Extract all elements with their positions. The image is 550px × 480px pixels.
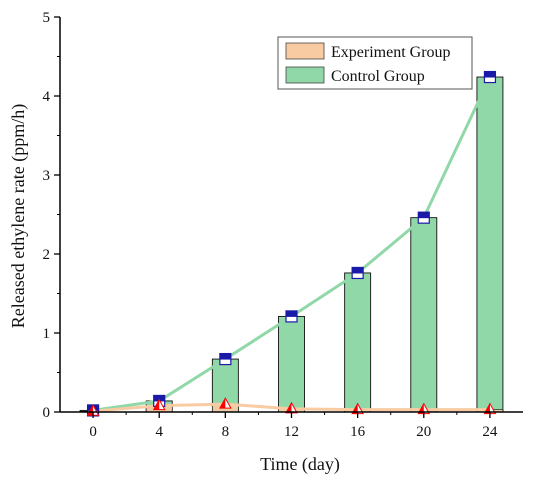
- x-tick-label-12: 12: [284, 424, 299, 440]
- y-axis-title: Released ethylene rate (ppm/h): [8, 104, 29, 328]
- x-tick-label-0: 0: [89, 424, 97, 440]
- legend: Experiment Group Control Group: [277, 36, 473, 90]
- control-marker-fill-16: [352, 267, 364, 274]
- y-tick-label-2: 2: [43, 247, 51, 263]
- control-marker-fill-12: [286, 310, 297, 317]
- experiment-marker-fill-16: [352, 403, 358, 414]
- control-bar-16: [344, 272, 372, 413]
- experiment-marker-fill-8: [219, 398, 226, 409]
- control-marker-fill-4: [153, 395, 165, 402]
- y-tick-label-0: 0: [43, 405, 51, 421]
- experiment-marker-fill-20: [418, 403, 424, 414]
- control-bar-20: [410, 217, 438, 413]
- control-bar-12: [278, 315, 305, 413]
- x-tick-label-8: 8: [222, 424, 230, 440]
- control-marker-fill-24: [484, 71, 496, 78]
- control-marker-fill-20: [418, 212, 430, 219]
- y-tick-label-1: 1: [43, 326, 51, 342]
- control-marker-fill-8: [219, 353, 231, 360]
- x-tick-label-24: 24: [482, 424, 498, 440]
- experiment-marker-fill-12: [286, 402, 292, 413]
- legend-label-experiment: Experiment Group: [331, 44, 451, 61]
- experiment-marker-fill-24: [484, 403, 490, 414]
- y-tick-label-5: 5: [43, 10, 51, 26]
- x-axis-title: Time (day): [260, 454, 340, 475]
- y-tick-label-4: 4: [43, 89, 51, 105]
- y-tick-label-3: 3: [43, 168, 51, 184]
- x-tick-label-4: 4: [155, 424, 163, 440]
- control-bar-24: [476, 76, 504, 413]
- legend-label-control: Control Group: [331, 68, 425, 85]
- experiment-marker-fill-4: [153, 399, 160, 410]
- x-tick-label-16: 16: [350, 424, 366, 440]
- legend-swatch-experiment: [285, 42, 325, 60]
- x-tick-label-20: 20: [416, 424, 431, 440]
- legend-swatch-control: [285, 66, 325, 84]
- bars-layer: [79, 76, 504, 413]
